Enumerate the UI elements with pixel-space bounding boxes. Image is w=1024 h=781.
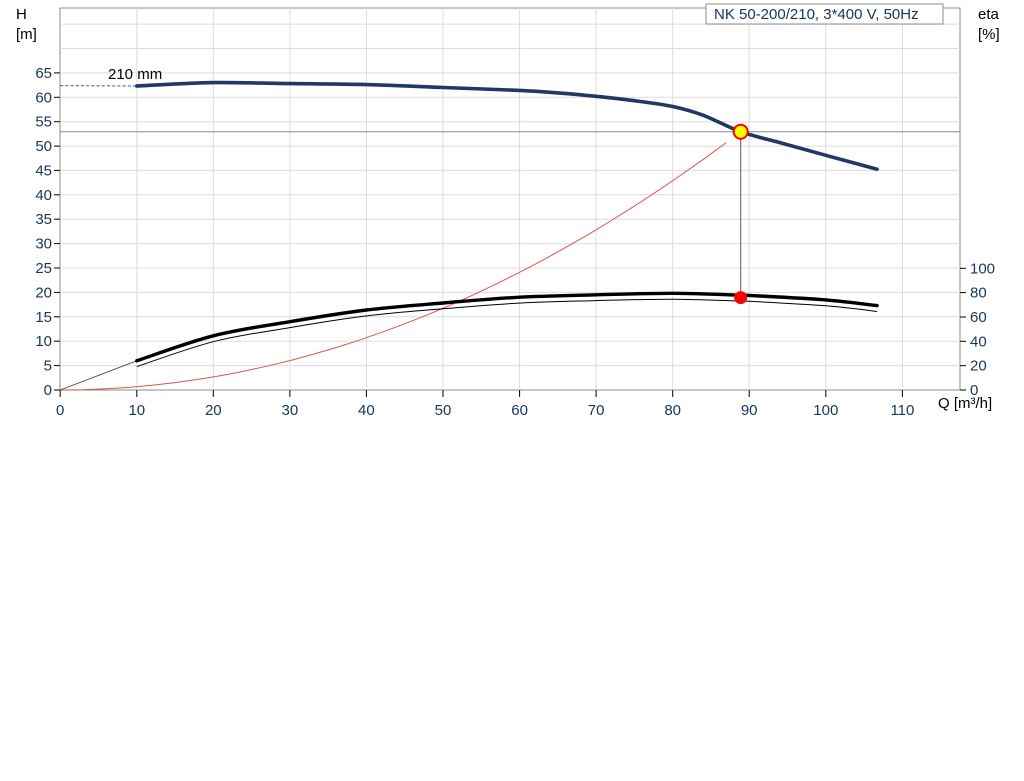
svg-text:55: 55 (35, 114, 52, 131)
svg-text:30: 30 (282, 402, 299, 419)
svg-text:10: 10 (35, 333, 52, 350)
svg-text:20: 20 (205, 402, 222, 419)
svg-text:50: 50 (35, 138, 52, 155)
svg-text:80: 80 (664, 402, 681, 419)
svg-text:40: 40 (970, 333, 987, 350)
svg-text:H: H (16, 6, 27, 23)
svg-text:70: 70 (588, 402, 605, 419)
svg-text:0: 0 (970, 382, 978, 399)
svg-text:110: 110 (890, 402, 914, 419)
svg-text:20: 20 (35, 284, 52, 301)
svg-text:15: 15 (35, 309, 52, 326)
svg-text:60: 60 (970, 309, 987, 326)
svg-text:eta: eta (978, 6, 1000, 23)
svg-text:50: 50 (435, 402, 452, 419)
svg-text:0: 0 (44, 382, 52, 399)
svg-text:30: 30 (35, 236, 52, 253)
svg-text:[m]: [m] (16, 26, 37, 43)
svg-text:5: 5 (44, 358, 52, 375)
svg-text:60: 60 (35, 89, 52, 106)
svg-text:90: 90 (741, 402, 758, 419)
svg-text:20: 20 (970, 358, 987, 375)
svg-text:35: 35 (35, 211, 52, 228)
svg-text:[%]: [%] (978, 26, 1000, 43)
svg-text:25: 25 (35, 260, 52, 277)
svg-text:65: 65 (35, 65, 52, 82)
svg-text:80: 80 (970, 285, 987, 302)
svg-text:60: 60 (511, 402, 528, 419)
svg-text:NK 50-200/210, 3*400 V, 50Hz: NK 50-200/210, 3*400 V, 50Hz (714, 6, 919, 23)
svg-text:10: 10 (128, 402, 145, 419)
svg-text:40: 40 (35, 187, 52, 204)
svg-text:Q [m³/h]: Q [m³/h] (938, 395, 992, 412)
svg-text:0: 0 (56, 402, 64, 419)
svg-text:100: 100 (970, 260, 995, 277)
svg-text:40: 40 (358, 402, 375, 419)
svg-text:45: 45 (35, 162, 52, 179)
svg-text:210 mm: 210 mm (108, 66, 162, 83)
svg-text:100: 100 (813, 402, 838, 419)
